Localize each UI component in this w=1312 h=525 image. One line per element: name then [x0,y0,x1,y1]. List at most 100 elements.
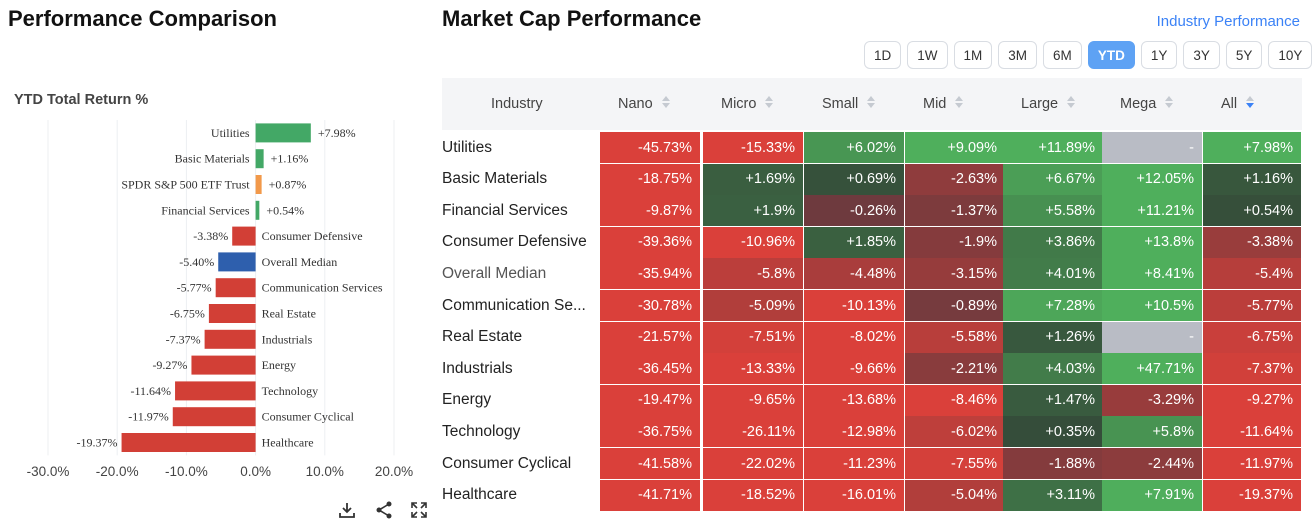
heatmap-cell[interactable]: +13.8% [1102,226,1202,258]
heatmap-cell[interactable]: +4.01% [1003,258,1103,290]
heatmap-cell[interactable]: -16.01% [804,479,904,511]
column-header-nano[interactable]: Nano [618,78,671,130]
period-button-10y[interactable]: 10Y [1268,41,1312,69]
period-button-5y[interactable]: 5Y [1225,41,1263,69]
heatmap-cell[interactable]: +9.09% [905,132,1005,163]
heatmap-cell[interactable]: -18.52% [703,479,803,511]
heatmap-cell[interactable]: -9.66% [804,353,904,385]
heatmap-cell[interactable]: -39.36% [600,226,700,258]
heatmap-cell[interactable]: +3.11% [1003,479,1103,511]
row-label[interactable]: Healthcare [442,486,517,504]
heatmap-cell[interactable]: -6.75% [1203,321,1301,353]
bar[interactable] [218,252,256,272]
row-label[interactable]: Consumer Defensive [442,233,587,251]
heatmap-cell[interactable]: +1.9% [703,195,803,227]
heatmap-cell[interactable]: +6.67% [1003,163,1103,195]
heatmap-cell[interactable]: -7.37% [1203,353,1301,385]
heatmap-cell[interactable]: -8.02% [804,321,904,353]
heatmap-cell[interactable]: +11.89% [1003,132,1103,163]
bar[interactable] [255,149,264,169]
heatmap-cell[interactable]: -18.75% [600,163,700,195]
period-button-3y[interactable]: 3Y [1183,41,1220,69]
heatmap-cell[interactable]: -11.64% [1203,416,1301,448]
heatmap-cell[interactable]: -36.75% [600,416,700,448]
heatmap-cell[interactable]: +1.69% [703,163,803,195]
bar[interactable] [255,123,311,143]
bar[interactable] [232,226,256,246]
heatmap-cell[interactable]: -41.71% [600,479,700,511]
row-label[interactable]: Energy [442,391,492,409]
sort-icon[interactable] [1058,94,1076,114]
heatmap-cell[interactable]: -11.97% [1203,448,1301,479]
heatmap-cell[interactable]: +5.58% [1003,195,1103,227]
heatmap-cell[interactable]: -1.9% [905,226,1005,258]
heatmap-cell[interactable]: +0.35% [1003,416,1103,448]
heatmap-cell[interactable]: +47.71% [1102,353,1202,385]
heatmap-cell[interactable]: +7.91% [1102,479,1202,511]
bar[interactable] [191,355,256,375]
row-label[interactable]: Basic Materials [442,170,548,188]
heatmap-cell[interactable]: - [1102,132,1202,163]
heatmap-cell[interactable]: -10.13% [804,290,904,321]
heatmap-cell[interactable]: -26.11% [703,416,803,448]
period-button-1w[interactable]: 1W [907,41,948,69]
heatmap-cell[interactable]: -9.65% [703,384,803,416]
heatmap-cell[interactable]: +7.28% [1003,290,1103,321]
heatmap-cell[interactable]: +0.54% [1203,195,1301,227]
heatmap-cell[interactable]: +11.21% [1102,195,1202,227]
download-icon[interactable] [337,500,359,522]
sort-icon[interactable] [1156,94,1174,114]
period-button-1y[interactable]: 1Y [1140,41,1178,69]
heatmap-cell[interactable]: -5.04% [905,479,1005,511]
period-button-3m[interactable]: 3M [998,41,1038,69]
heatmap-cell[interactable]: +0.69% [804,163,904,195]
heatmap-cell[interactable]: -13.68% [804,384,904,416]
heatmap-cell[interactable]: +1.26% [1003,321,1103,353]
row-label[interactable]: Real Estate [442,328,523,346]
sort-icon[interactable] [1237,94,1255,114]
heatmap-cell[interactable]: -5.4% [1203,258,1301,290]
heatmap-cell[interactable]: -8.46% [905,384,1005,416]
heatmap-cell[interactable]: -7.51% [703,321,803,353]
heatmap-cell[interactable]: -6.02% [905,416,1005,448]
heatmap-cell[interactable]: +6.02% [804,132,904,163]
column-header-large[interactable]: Large [1021,78,1076,130]
heatmap-cell[interactable]: +4.03% [1003,353,1103,385]
row-label[interactable]: Communication Se... [442,296,586,314]
heatmap-cell[interactable]: -9.87% [600,195,700,227]
heatmap-cell[interactable]: +1.47% [1003,384,1103,416]
period-button-ytd[interactable]: YTD [1087,41,1135,69]
sort-icon[interactable] [653,94,671,114]
heatmap-cell[interactable]: -41.58% [600,448,700,479]
heatmap-cell[interactable]: -0.89% [905,290,1005,321]
heatmap-cell[interactable]: -2.21% [905,353,1005,385]
heatmap-cell[interactable]: -10.96% [703,226,803,258]
heatmap-cell[interactable]: -4.48% [804,258,904,290]
row-label[interactable]: Utilities [442,138,492,156]
bar[interactable] [208,304,256,323]
heatmap-cell[interactable]: -5.77% [1203,290,1301,321]
column-header-mid[interactable]: Mid [923,78,964,130]
heatmap-cell[interactable]: -1.37% [905,195,1005,227]
row-label[interactable]: Overall Median [442,264,547,282]
bar[interactable] [255,175,262,194]
bar[interactable] [204,329,256,349]
heatmap-cell[interactable]: +5.8% [1102,416,1202,448]
heatmap-cell[interactable]: -22.02% [703,448,803,479]
heatmap-cell[interactable]: -21.57% [600,321,700,353]
column-header-all[interactable]: All [1221,78,1255,130]
bar[interactable] [121,433,256,452]
heatmap-cell[interactable]: -35.94% [600,258,700,290]
heatmap-cell[interactable]: -19.47% [600,384,700,416]
period-button-1m[interactable]: 1M [953,41,993,69]
heatmap-cell[interactable]: -2.63% [905,163,1005,195]
share-icon[interactable] [374,500,396,522]
heatmap-cell[interactable]: +12.05% [1102,163,1202,195]
heatmap-cell[interactable]: -1.88% [1003,448,1103,479]
column-header-micro[interactable]: Micro [721,78,774,130]
heatmap-cell[interactable]: +1.16% [1203,163,1301,195]
heatmap-cell[interactable]: -5.09% [703,290,803,321]
sort-icon[interactable] [858,94,876,114]
heatmap-cell[interactable]: +8.41% [1102,258,1202,290]
heatmap-cell[interactable]: -0.26% [804,195,904,227]
